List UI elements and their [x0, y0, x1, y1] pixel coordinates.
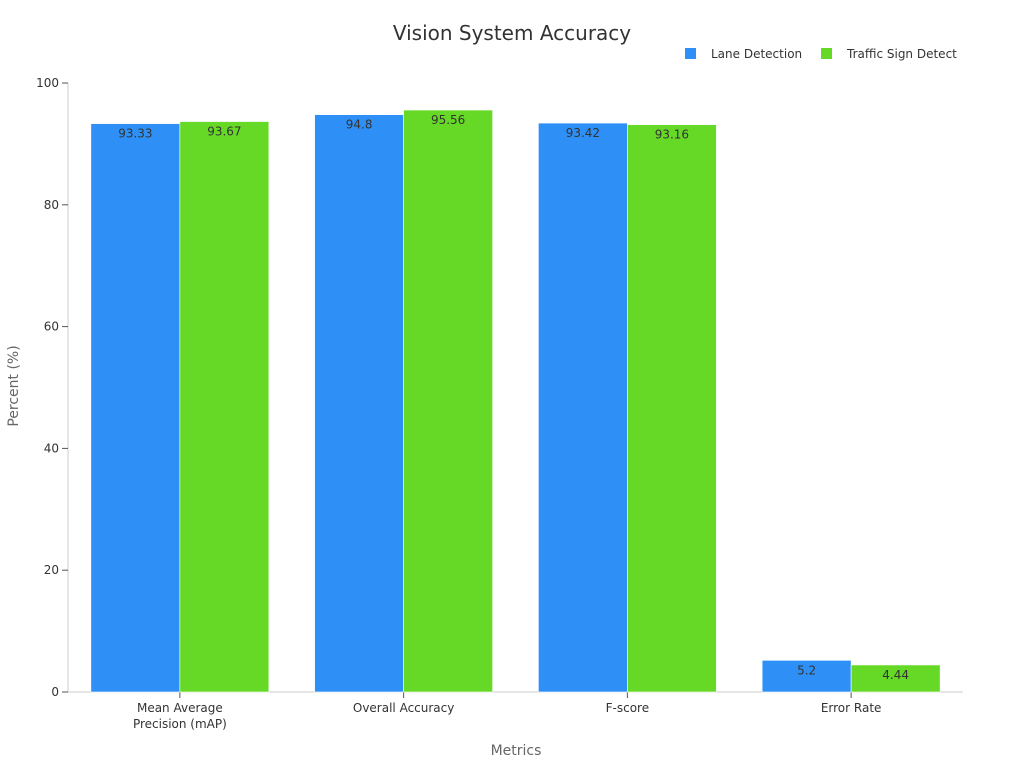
x-axis-label: Metrics [491, 743, 542, 759]
y-tick-label: 0 [51, 685, 59, 699]
y-axis: 0 20 40 60 80 100 [36, 76, 69, 699]
bar [538, 122, 628, 693]
bar [179, 121, 270, 693]
x-axis: Mean Average Precision (mAP) Overall Accur… [68, 691, 963, 731]
x-tick-label-line: Mean Average [137, 701, 223, 715]
legend-swatch [685, 48, 696, 59]
x-tick-label-line: Overall Accuracy [353, 701, 454, 715]
y-tick-label: 60 [44, 320, 59, 334]
legend: Lane Detection Traffic Sign Detect [685, 47, 957, 61]
y-tick-label: 80 [44, 198, 59, 212]
bar-value-label: 93.16 [655, 128, 689, 142]
legend-label: Traffic Sign Detect [846, 47, 957, 61]
data-labels: 93.33 93.67 94.8 95.56 93.42 93.16 5.2 4.44 [118, 113, 909, 682]
bar-value-label: 5.2 [797, 663, 816, 677]
y-tick-label: 20 [44, 563, 59, 577]
y-tick-label: 40 [44, 441, 59, 455]
bar-value-label: 93.67 [207, 125, 241, 139]
bar-value-label: 4.44 [882, 668, 909, 682]
bar [850, 664, 941, 693]
bar-value-label: 93.42 [566, 126, 600, 140]
bar [314, 114, 404, 693]
bar-value-label: 95.56 [431, 113, 465, 127]
bar-value-label: 93.33 [118, 127, 152, 141]
y-tick-label: 100 [36, 76, 59, 90]
x-tick-label-line: Error Rate [821, 701, 882, 715]
x-tick-label: Mean Average Precision (mAP) [133, 701, 227, 731]
bar [761, 660, 852, 693]
x-tick-label-line: Precision (mAP) [133, 717, 227, 731]
x-tick-label: Overall Accuracy [353, 701, 454, 715]
x-tick-label: F-score [606, 701, 649, 715]
legend-swatch [821, 48, 832, 59]
x-tick-label: Error Rate [821, 701, 882, 715]
chart-title: Vision System Accuracy [393, 21, 631, 45]
bar [403, 109, 493, 693]
x-tick-label-line: F-score [606, 701, 649, 715]
y-axis-label: Percent (%) [6, 345, 22, 426]
bar-value-label: 94.8 [346, 118, 373, 132]
bars [90, 109, 941, 693]
bar [627, 124, 717, 693]
bar [90, 123, 181, 693]
legend-label: Lane Detection [711, 47, 802, 61]
